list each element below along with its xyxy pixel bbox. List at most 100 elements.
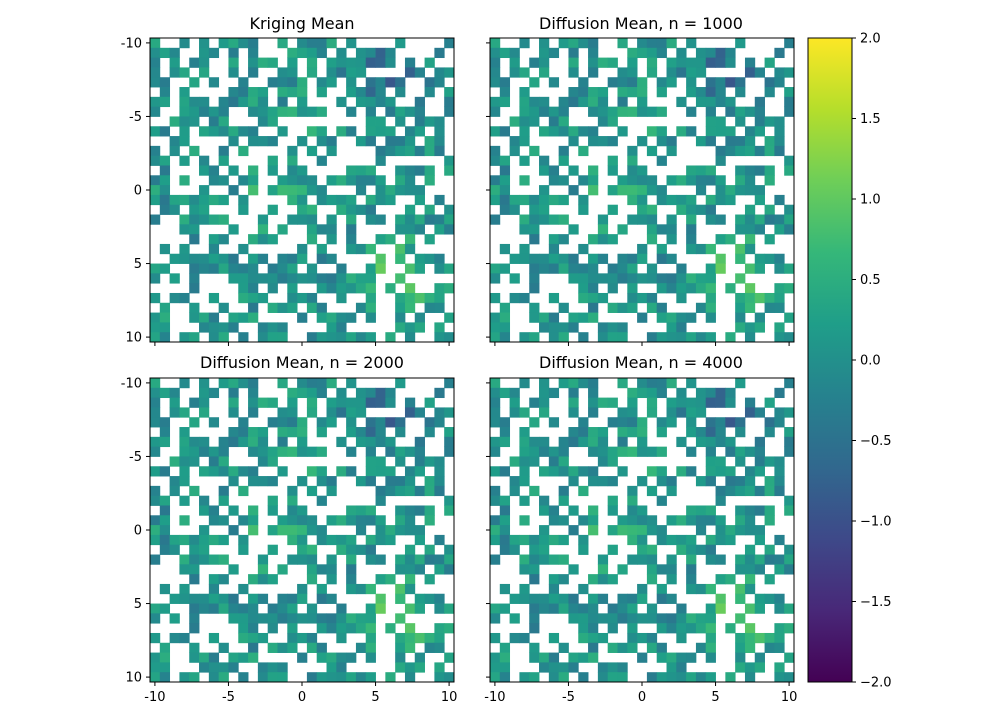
- heatmap-cell: [179, 446, 190, 457]
- heatmap-cell: [519, 427, 530, 438]
- heatmap-cell: [306, 632, 318, 644]
- heatmap-cell: [637, 515, 648, 526]
- heatmap-cell: [375, 525, 386, 536]
- heatmap-cell: [316, 243, 327, 255]
- heatmap-cell: [277, 525, 288, 536]
- heatmap-cell: [490, 525, 501, 536]
- heatmap-cell: [774, 116, 785, 127]
- heatmap-cell: [499, 204, 511, 215]
- heatmap-cell: [656, 525, 667, 536]
- heatmap-cell: [735, 485, 746, 497]
- heatmap-cell: [208, 332, 220, 343]
- heatmap-cell: [686, 77, 697, 88]
- heatmap-cell: [646, 554, 658, 565]
- heatmap-cell: [365, 194, 376, 206]
- heatmap-cell: [365, 87, 376, 98]
- heatmap-cell: [588, 397, 599, 408]
- heatmap-cell: [434, 642, 445, 653]
- heatmap-cell: [395, 145, 406, 157]
- heatmap-cell: [326, 672, 337, 683]
- heatmap-cell: [754, 593, 765, 604]
- heatmap-cell: [277, 175, 288, 186]
- heatmap-cell: [627, 554, 638, 565]
- heatmap-cell: [277, 613, 288, 624]
- heatmap-cell: [744, 505, 756, 516]
- heatmap-cell: [355, 302, 367, 313]
- heatmap-cell: [764, 234, 775, 245]
- heatmap-cell: [705, 652, 716, 663]
- heatmap-cell: [326, 554, 337, 565]
- heatmap-cell: [297, 77, 308, 88]
- heatmap-cell: [646, 632, 658, 644]
- heatmap-cell: [287, 427, 298, 438]
- heatmap-cell: [617, 603, 628, 614]
- heatmap-cell: [529, 554, 540, 565]
- heatmap-cell: [385, 194, 396, 206]
- heatmap-cell: [159, 672, 171, 683]
- heatmap-cell: [277, 302, 288, 313]
- heatmap-cell: [159, 387, 171, 399]
- heatmap-cell: [617, 253, 628, 264]
- x-axis-ticks: [494, 342, 790, 346]
- heatmap-cell: [588, 126, 599, 137]
- heatmap-cell: [774, 214, 785, 225]
- heatmap-cell: [404, 126, 416, 137]
- heatmap-cell: [169, 194, 180, 206]
- heatmap-cell: [715, 417, 726, 428]
- heatmap-cell: [705, 623, 716, 634]
- heatmap-cell: [346, 564, 357, 575]
- heatmap-cell: [150, 273, 161, 284]
- heatmap-cell: [656, 312, 667, 323]
- heatmap-cell: [385, 96, 396, 108]
- heatmap-cell: [169, 456, 180, 467]
- heatmap-cell: [646, 397, 658, 408]
- heatmap-cell: [764, 145, 775, 157]
- heatmap-cell: [267, 234, 278, 245]
- heatmap-cell: [150, 613, 161, 624]
- heatmap-cell: [588, 378, 599, 389]
- heatmap-cell: [646, 574, 658, 585]
- heatmap-cell: [375, 185, 386, 196]
- heatmap-cell: [267, 204, 278, 215]
- heatmap-cell: [744, 126, 756, 137]
- heatmap-cell: [568, 603, 579, 614]
- heatmap-cell: [355, 283, 367, 294]
- heatmap-cell: [666, 57, 677, 68]
- heatmap-cell: [404, 642, 416, 653]
- heatmap-cell: [365, 603, 376, 614]
- heatmap-cell: [395, 554, 406, 565]
- heatmap-cell: [588, 87, 599, 98]
- heatmap-cell: [725, 534, 736, 546]
- heatmap-cell: [238, 378, 249, 389]
- heatmap-cell: [607, 283, 618, 294]
- heatmap-cell: [238, 427, 249, 438]
- heatmap-cell: [744, 292, 756, 304]
- heatmap-cell: [355, 185, 367, 196]
- heatmap-cell: [725, 194, 736, 206]
- heatmap-cell: [444, 652, 455, 663]
- heatmap-cell: [287, 525, 298, 536]
- heatmap-cell: [725, 446, 736, 457]
- x-axis-ticks: [154, 342, 450, 346]
- heatmap-cell: [365, 214, 376, 225]
- heatmap-cell: [189, 446, 200, 457]
- heatmap-cell: [568, 466, 579, 477]
- heatmap-cell: [257, 476, 269, 487]
- heatmap-cell: [257, 224, 269, 235]
- heatmap-cell: [588, 253, 599, 264]
- heatmap-cell: [316, 126, 327, 137]
- heatmap-cell: [395, 312, 406, 323]
- heatmap-cell: [277, 273, 288, 284]
- heatmap-cell: [578, 544, 589, 555]
- heatmap-cell: [529, 642, 540, 653]
- heatmap-cell: [355, 525, 367, 536]
- heatmap-cell: [199, 253, 210, 264]
- heatmap-cell: [705, 642, 716, 653]
- heatmap-cell: [656, 302, 667, 313]
- heatmap-cell: [529, 145, 540, 157]
- heatmap-cell: [646, 185, 658, 196]
- heatmap-cell: [248, 302, 259, 313]
- heatmap-cell: [346, 165, 357, 176]
- heatmap-cell: [509, 407, 520, 418]
- heatmap-cell: [159, 603, 171, 614]
